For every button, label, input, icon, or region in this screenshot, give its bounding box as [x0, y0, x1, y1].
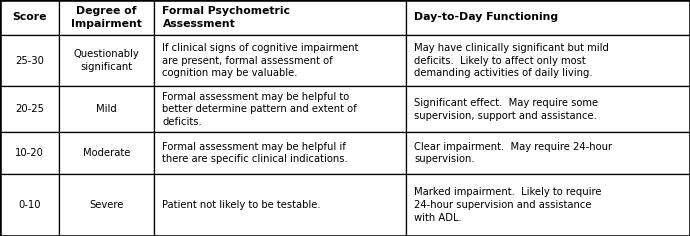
Text: Marked impairment.  Likely to require
24-hour supervision and assistance
with AD: Marked impairment. Likely to require 24-…: [414, 187, 602, 223]
Text: 10-20: 10-20: [15, 148, 44, 158]
Text: Formal assessment may be helpful if
there are specific clinical indications.: Formal assessment may be helpful if ther…: [163, 142, 348, 164]
Text: Significant effect.  May require some
supervision, support and assistance.: Significant effect. May require some sup…: [414, 98, 598, 121]
Bar: [59, 0, 155, 35]
Bar: [59, 174, 155, 236]
Bar: [406, 86, 690, 132]
Text: Patient not likely to be testable.: Patient not likely to be testable.: [163, 200, 321, 210]
Bar: [59, 35, 155, 86]
Text: Questionably
significant: Questionably significant: [74, 49, 139, 72]
Text: May have clinically significant but mild
deficits.  Likely to affect only most
d: May have clinically significant but mild…: [414, 43, 609, 78]
Bar: [0, 0, 59, 35]
Text: 25-30: 25-30: [15, 56, 44, 66]
Bar: [406, 0, 690, 35]
Bar: [406, 35, 690, 86]
Text: Clear impairment.  May require 24-hour
supervision.: Clear impairment. May require 24-hour su…: [414, 142, 613, 164]
Text: Degree of
Impairment: Degree of Impairment: [71, 6, 142, 29]
Text: If clinical signs of cognitive impairment
are present, formal assessment of
cogn: If clinical signs of cognitive impairmen…: [163, 43, 359, 78]
Bar: [59, 132, 155, 174]
Bar: [0, 86, 59, 132]
Bar: [155, 132, 406, 174]
Text: Formal Psychometric
Assessment: Formal Psychometric Assessment: [163, 6, 290, 29]
Bar: [406, 132, 690, 174]
Bar: [155, 174, 406, 236]
Text: Formal assessment may be helpful to
better determine pattern and extent of
defic: Formal assessment may be helpful to bett…: [163, 92, 357, 127]
Bar: [155, 0, 406, 35]
Bar: [0, 132, 59, 174]
Bar: [59, 86, 155, 132]
Bar: [0, 35, 59, 86]
Bar: [155, 86, 406, 132]
Bar: [406, 174, 690, 236]
Text: Mild: Mild: [96, 104, 117, 114]
Text: Day-to-Day Functioning: Day-to-Day Functioning: [414, 13, 558, 22]
Text: Moderate: Moderate: [83, 148, 130, 158]
Text: Score: Score: [12, 13, 47, 22]
Text: 0-10: 0-10: [18, 200, 41, 210]
Text: Severe: Severe: [90, 200, 124, 210]
Text: 20-25: 20-25: [15, 104, 44, 114]
Bar: [0, 174, 59, 236]
Bar: [155, 35, 406, 86]
